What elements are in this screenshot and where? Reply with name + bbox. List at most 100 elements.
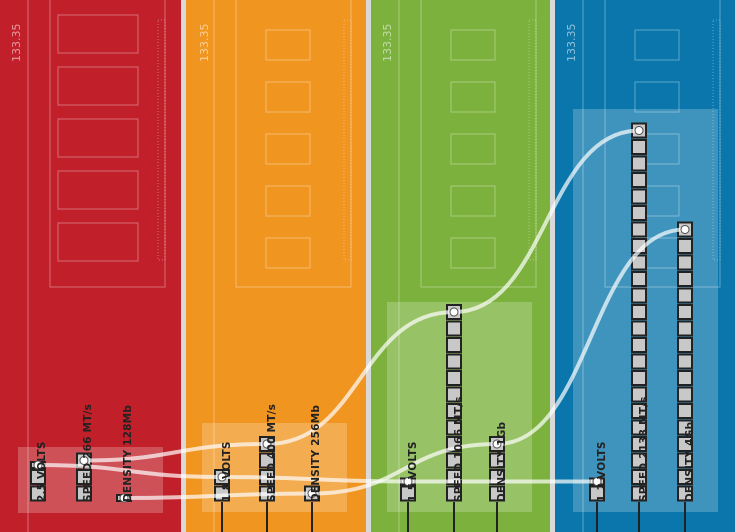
density-label: DENSITY 4Gb bbox=[684, 421, 696, 502]
marker-dot bbox=[217, 472, 227, 482]
module-pins bbox=[343, 19, 352, 261]
spec-box bbox=[631, 370, 647, 386]
spec-box bbox=[631, 287, 647, 304]
spec-box bbox=[631, 172, 647, 188]
spec-box bbox=[677, 238, 693, 254]
marker-dot bbox=[307, 489, 317, 498]
column-ddr1 bbox=[0, 0, 181, 532]
marker-dot bbox=[680, 225, 690, 234]
volts-label: 1.2 VOLTS bbox=[596, 441, 608, 502]
chip-outline bbox=[450, 81, 496, 113]
spec-box bbox=[631, 271, 647, 287]
marker-dot bbox=[403, 477, 413, 486]
marker-dot bbox=[592, 477, 602, 486]
marker-dot bbox=[79, 456, 89, 465]
chip-outline bbox=[57, 14, 139, 54]
spec-box bbox=[446, 403, 462, 419]
chip-outline bbox=[57, 222, 139, 262]
marker-dot bbox=[634, 126, 644, 135]
spec-box bbox=[446, 419, 462, 436]
chip-outline bbox=[265, 81, 311, 113]
spec-box bbox=[631, 304, 647, 320]
spec-box bbox=[631, 337, 647, 353]
spec-box bbox=[76, 469, 92, 485]
density-label: DENSITY 128Mb bbox=[122, 404, 134, 502]
spec-box bbox=[30, 485, 46, 502]
module-outline bbox=[235, 0, 352, 288]
spec-box bbox=[631, 386, 647, 403]
spec-box bbox=[259, 452, 275, 469]
spec-box bbox=[631, 205, 647, 221]
spec-box bbox=[677, 419, 693, 436]
speed-label: SPEED 2133 MT/s bbox=[638, 396, 650, 502]
spec-box bbox=[677, 469, 693, 485]
marker-dot bbox=[262, 439, 272, 449]
marker-dot bbox=[449, 307, 459, 317]
spec-box bbox=[631, 485, 647, 502]
chip-outline bbox=[634, 81, 680, 113]
speed-label: SPEED 1066 MT/s bbox=[453, 396, 465, 502]
spec-box bbox=[76, 485, 92, 502]
trend-curve bbox=[36, 463, 599, 484]
spec-box bbox=[631, 139, 647, 155]
spec-box bbox=[631, 188, 647, 205]
spec-box bbox=[631, 436, 647, 452]
spec-box bbox=[677, 485, 693, 502]
spec-box bbox=[400, 485, 416, 502]
chip-outline bbox=[57, 118, 139, 158]
spec-box bbox=[446, 320, 462, 337]
spec-box bbox=[677, 271, 693, 287]
spec-box bbox=[446, 370, 462, 386]
spec-box bbox=[446, 386, 462, 403]
volts-label: 1.5 VOLTS bbox=[407, 441, 419, 502]
spec-box bbox=[677, 452, 693, 469]
spec-box bbox=[677, 337, 693, 353]
spec-box bbox=[677, 403, 693, 419]
spec-box bbox=[489, 452, 505, 469]
spec-box bbox=[446, 353, 462, 370]
density-label: DENSITY 256Mb bbox=[310, 404, 322, 502]
spec-box bbox=[677, 386, 693, 403]
spec-box bbox=[446, 485, 462, 502]
chip-outline bbox=[450, 185, 496, 217]
marker-dot bbox=[33, 460, 43, 470]
chip-outline bbox=[57, 170, 139, 210]
chip-outline bbox=[57, 66, 139, 106]
speed-label: SPEED 266 MT/s bbox=[82, 403, 94, 502]
spec-box bbox=[631, 353, 647, 370]
chip-outline bbox=[450, 29, 496, 61]
spec-box bbox=[589, 485, 605, 502]
trend-curve bbox=[122, 227, 687, 500]
spec-box bbox=[631, 320, 647, 337]
module-pins bbox=[157, 19, 166, 261]
spec-box bbox=[30, 469, 46, 485]
spec-box bbox=[677, 254, 693, 271]
chip-outline bbox=[634, 29, 680, 61]
spec-box bbox=[677, 287, 693, 304]
spec-box bbox=[631, 221, 647, 238]
module-outline bbox=[420, 0, 537, 288]
module-outline bbox=[49, 0, 166, 288]
spec-box bbox=[677, 304, 693, 320]
spec-box bbox=[631, 403, 647, 419]
spec-box bbox=[631, 469, 647, 485]
chip-outline bbox=[265, 237, 311, 269]
density-label: DENSITY 1Gb bbox=[496, 421, 508, 502]
spec-box bbox=[631, 155, 647, 172]
spec-box bbox=[677, 370, 693, 386]
speed-label: SPEED 400 MT/s bbox=[266, 403, 278, 502]
chip-outline bbox=[450, 133, 496, 165]
chip-outline bbox=[265, 133, 311, 165]
chip-outline bbox=[265, 185, 311, 217]
spec-box bbox=[677, 320, 693, 337]
volts-label: 2.5 VOLTS bbox=[36, 441, 48, 502]
marker-dot bbox=[492, 439, 502, 449]
spec-box bbox=[489, 485, 505, 502]
spec-box bbox=[446, 337, 462, 353]
marker-dot bbox=[119, 493, 129, 503]
spec-box bbox=[631, 419, 647, 436]
chip-outline bbox=[450, 237, 496, 269]
chip-outline bbox=[265, 29, 311, 61]
